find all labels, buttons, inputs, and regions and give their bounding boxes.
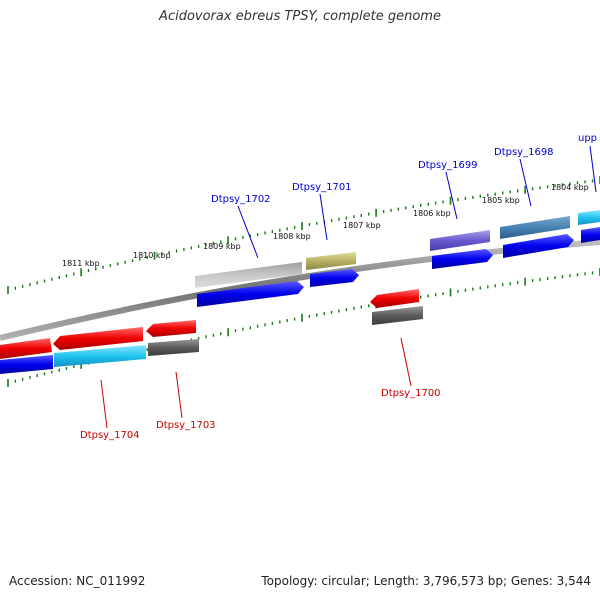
feature-dtpsy-1704-annotation [54, 345, 146, 367]
reverse-strand-features [0, 289, 423, 374]
feature-dtpsy-1698-annotation [500, 216, 570, 239]
scale-label-1810: 1810 kbp [133, 251, 171, 260]
gene-label-dtpsy-1699[interactable]: Dtpsy_1699 [418, 160, 478, 171]
forward-gene-labels: Dtpsy_1702 Dtpsy_1701 Dtpsy_1699 Dtpsy_1… [211, 133, 597, 205]
scale-ticks-upper [7, 176, 600, 294]
cds-dtpsy-1704-arrow [53, 327, 143, 350]
gene-label-dtpsy-1704[interactable]: Dtpsy_1704 [80, 430, 140, 441]
gene-label-dtpsy-1701[interactable]: Dtpsy_1701 [292, 182, 352, 193]
feature-upp-annotation [578, 210, 600, 225]
cds-dtpsy-1699-arrow [432, 249, 493, 269]
scale-label-1809: 1809 kbp [203, 242, 241, 251]
genome-title: Acidovorax ebreus TPSY, complete genome [159, 9, 441, 24]
scale-labels: 1811 kbp 1810 kbp 1809 kbp 1808 kbp 1807… [62, 183, 589, 268]
scale-label-1811: 1811 kbp [62, 259, 100, 268]
feature-dtpsy-1702-annotation [195, 262, 302, 288]
gene-label-dtpsy-1702[interactable]: Dtpsy_1702 [211, 194, 271, 205]
scale-label-1804: 1804 kbp [551, 183, 589, 192]
feature-dtpsy-1701-annotation [306, 252, 356, 270]
cds-dtpsy-1702-arrow [197, 281, 304, 307]
scale-label-1806: 1806 kbp [413, 209, 451, 218]
gene-label-upp[interactable]: upp [578, 133, 597, 144]
gene-label-dtpsy-1703[interactable]: Dtpsy_1703 [156, 420, 216, 431]
cds-dtpsy-1703-arrow [146, 320, 196, 337]
scale-ticks-lower [7, 268, 600, 387]
genome-summary-text: Topology: circular; Length: 3,796,573 bp… [261, 574, 591, 588]
feature-dtpsy-1699-annotation [430, 230, 490, 251]
gene-label-dtpsy-1700[interactable]: Dtpsy_1700 [381, 388, 441, 399]
accession-text: Accession: NC_011992 [9, 574, 146, 588]
reverse-gene-labels: Dtpsy_1704 Dtpsy_1703 Dtpsy_1700 [80, 388, 441, 441]
cds-dtpsy-1705-arrow [0, 338, 52, 359]
cds-dtpsy-1698-arrow [503, 234, 574, 258]
feature-dtpsy-1700-annotation [372, 306, 423, 325]
feature-dtpsy-1705-annotation [0, 355, 53, 374]
reverse-leader-lines [100, 337, 412, 429]
scale-label-1808: 1808 kbp [273, 232, 311, 241]
feature-dtpsy-1703-annotation [148, 339, 199, 356]
scale-label-1805: 1805 kbp [482, 196, 520, 205]
cds-upp-arrow [581, 227, 600, 243]
forward-leader-lines [237, 145, 597, 259]
cds-dtpsy-1701-arrow [310, 269, 359, 287]
gene-label-dtpsy-1698[interactable]: Dtpsy_1698 [494, 147, 554, 158]
forward-strand-features [195, 210, 600, 307]
scale-label-1807: 1807 kbp [343, 221, 381, 230]
cds-dtpsy-1700-arrow [370, 289, 419, 308]
